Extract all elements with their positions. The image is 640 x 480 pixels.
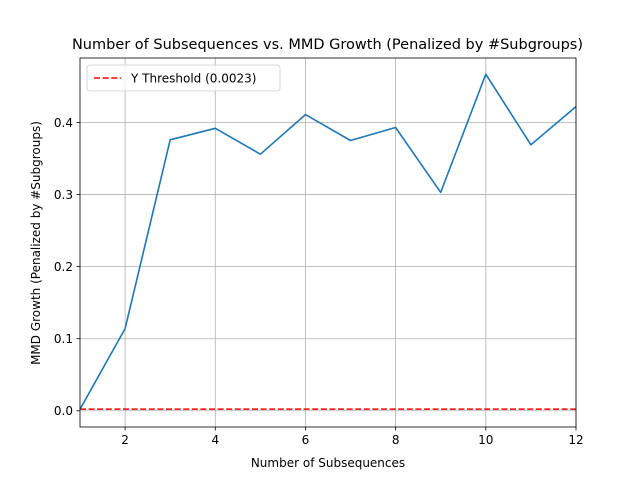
legend-box xyxy=(86,64,281,92)
plot-area-frame xyxy=(79,57,577,428)
x-tick-label: 6 xyxy=(302,433,310,447)
x-axis-ticks: 2 4 6 8 10 12 xyxy=(121,427,584,447)
x-tick-label: 8 xyxy=(392,433,400,447)
x-axis-label: Number of Subsequences xyxy=(251,456,405,470)
x-tick-label: 10 xyxy=(478,433,493,447)
y-axis-ticks: 0.0 0.1 0.2 0.3 0.4 xyxy=(54,116,80,418)
series-line xyxy=(79,73,577,410)
legend: Y Threshold (0.0023) xyxy=(86,64,281,92)
y-tick-label: 0.0 xyxy=(54,404,73,418)
y-tick-label: 0.4 xyxy=(54,116,73,130)
x-tick-label: 12 xyxy=(568,433,583,447)
legend-label: Y Threshold (0.0023) xyxy=(130,72,256,86)
y-tick-label: 0.1 xyxy=(54,332,73,346)
y-tick-label: 0.2 xyxy=(54,260,73,274)
grid-lines xyxy=(80,58,577,427)
x-tick-label: 2 xyxy=(121,433,129,447)
chart-title: Number of Subsequences vs. MMD Growth (P… xyxy=(72,37,583,53)
data-series xyxy=(79,73,577,410)
y-tick-label: 0.3 xyxy=(54,188,73,202)
x-tick-label: 4 xyxy=(211,433,219,447)
y-axis-label: MMD Growth (Penalized by #Subgroups) xyxy=(29,121,43,365)
